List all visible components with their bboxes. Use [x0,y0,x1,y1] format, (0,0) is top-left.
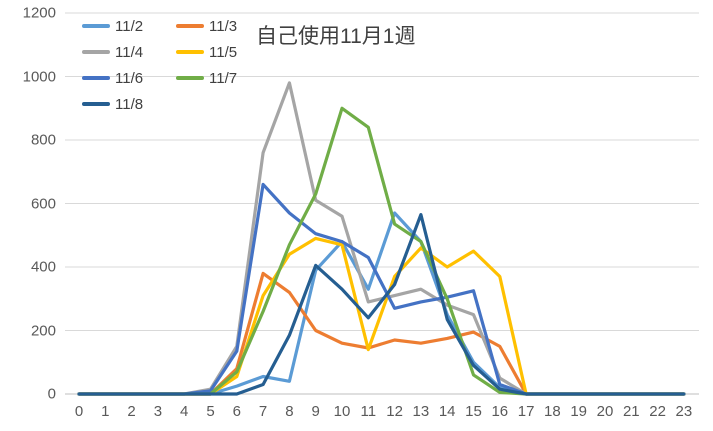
legend-item-11-2[interactable]: 11/2 [82,16,143,36]
x-axis-tick-label: 5 [206,403,215,420]
legend-line-swatch [82,102,110,106]
x-axis-tick-label: 19 [570,403,588,420]
x-axis-tick-label: 18 [544,403,561,420]
legend-line-swatch [82,24,110,28]
x-axis-tick-label: 16 [491,403,509,420]
x-axis-tick-label: 12 [386,403,403,420]
x-axis-tick-label: 6 [232,403,241,420]
x-axis-tick-label: 8 [285,403,294,420]
legend-item-11-4[interactable]: 11/4 [82,42,143,62]
legend-item-11-6[interactable]: 11/6 [82,68,143,88]
legend-label: 11/3 [209,17,238,35]
legend-line-swatch [176,50,204,54]
y-axis-tick-label: 0 [47,385,56,403]
series-line-11-6[interactable] [77,182,686,396]
y-axis-tick-label: 800 [30,131,56,149]
series-line-11-5[interactable] [77,236,686,396]
gridlines [65,12,699,395]
x-axis-tick-label: 15 [465,403,482,420]
legend-label: 11/7 [209,69,238,87]
x-axis-tick-label: 11 [360,403,377,420]
series-line-11-8[interactable] [77,213,686,396]
y-axis-tick-label: 600 [30,195,56,212]
x-axis-tick-label: 23 [675,403,693,420]
x-axis-tick-label: 3 [153,403,163,420]
y-axis-tick-label: 1200 [22,4,56,22]
legend-label: 11/5 [209,43,238,61]
x-axis-tick-label: 7 [258,403,268,420]
y-axis-tick-label: 400 [30,258,56,276]
x-axis-tick-label: 17 [517,403,535,420]
x-axis-tick-label: 4 [180,403,189,420]
x-axis-tick-label: 20 [596,403,614,420]
x-axis-tick-label: 9 [311,403,320,420]
legend-line-swatch [82,50,110,54]
x-axis-tick-label: 2 [127,403,136,420]
legend-item-11-8[interactable]: 11/8 [82,94,143,114]
x-axis-tick-label: 10 [333,403,351,420]
legend-label: 11/8 [115,95,144,113]
x-axis-tick-label: 21 [622,403,640,420]
y-axis-tick-label: 1000 [22,68,56,85]
legend-line-swatch [176,24,204,28]
legend-item-11-5[interactable]: 11/5 [176,42,237,62]
series-lines [77,81,686,396]
series-line-11-4[interactable] [77,81,686,396]
x-axis-tick-label: 1 [101,403,110,420]
legend-label: 11/4 [115,43,144,61]
x-axis-tick-label: 14 [438,403,456,420]
chart-title: 自己使用11月1週 [256,25,416,48]
x-axis-tick-label: 0 [74,403,84,420]
legend-line-swatch [176,76,204,80]
legend-item-11-3[interactable]: 11/3 [176,16,237,36]
x-axis-tick-label: 13 [412,403,430,420]
x-axis-tick-label: 22 [649,403,666,420]
legend-line-swatch [82,76,110,80]
legend-item-11-7[interactable]: 11/7 [176,68,237,88]
legend-label: 11/2 [115,17,144,35]
series-line-11-3[interactable] [77,271,686,396]
y-axis-tick-label: 200 [30,322,56,339]
legend-label: 11/6 [115,69,144,87]
